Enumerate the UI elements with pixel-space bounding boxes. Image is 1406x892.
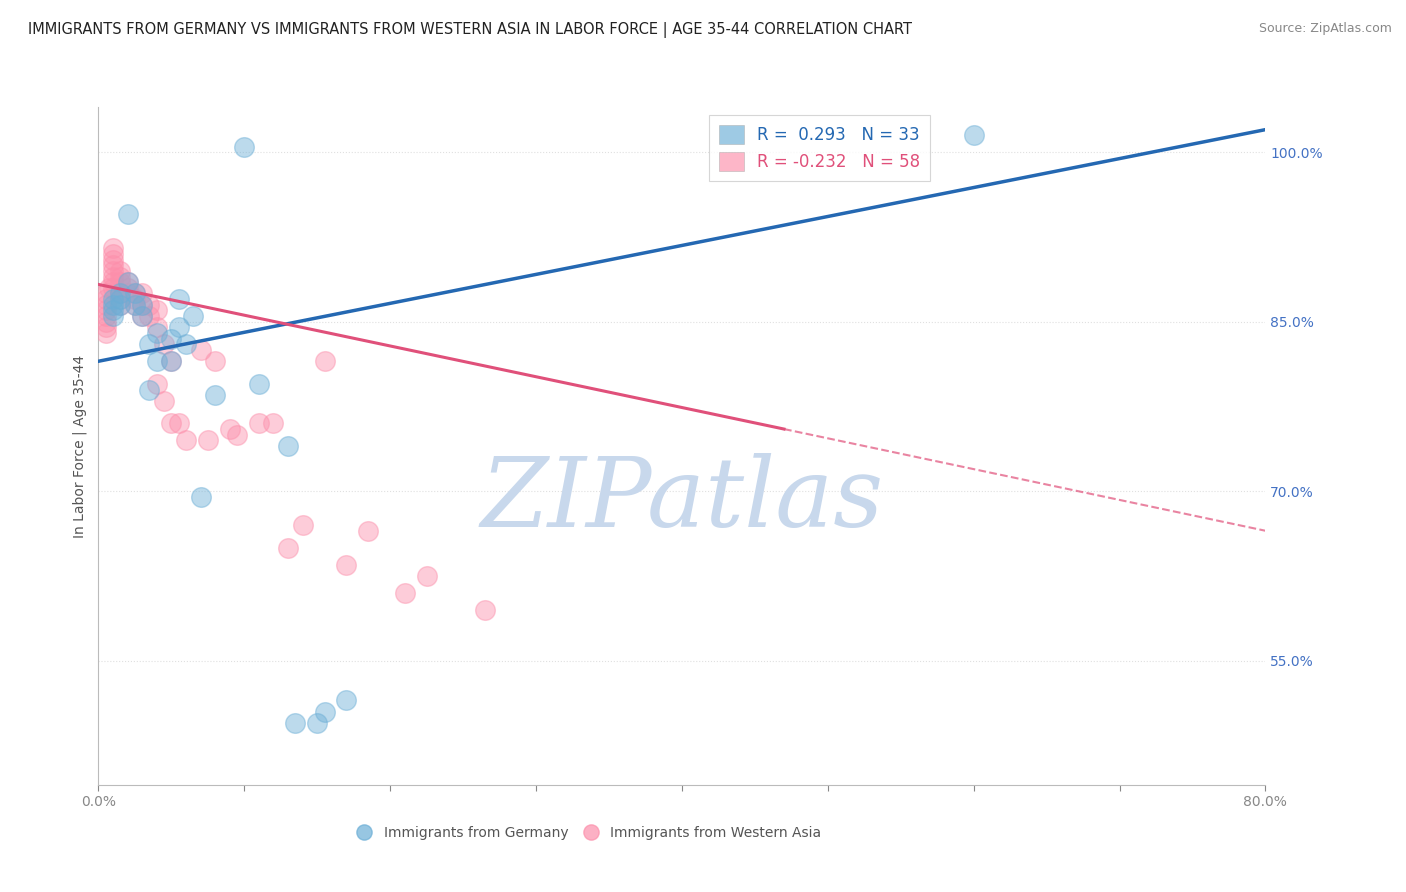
Point: [167, 292, 190, 306]
Point: [94, 286, 117, 301]
Point: [204, 388, 226, 402]
Point: [97, 281, 120, 295]
Point: [131, 298, 153, 312]
Point: [247, 376, 270, 391]
Point: [335, 693, 357, 707]
Point: [110, 286, 132, 301]
Point: [160, 417, 183, 431]
Point: [94, 303, 117, 318]
Point: [124, 286, 146, 301]
Point: [94, 292, 117, 306]
Point: [226, 427, 249, 442]
Point: [291, 518, 314, 533]
Point: [94, 298, 117, 312]
Point: [174, 434, 197, 448]
Point: [124, 286, 146, 301]
Point: [101, 264, 124, 278]
Point: [415, 569, 437, 583]
Point: [101, 252, 124, 267]
Point: [101, 247, 124, 261]
Point: [124, 292, 146, 306]
Point: [190, 343, 212, 357]
Point: [110, 264, 132, 278]
Point: [124, 298, 146, 312]
Point: [131, 286, 153, 301]
Point: [110, 292, 132, 306]
Point: [131, 309, 153, 323]
Point: [277, 439, 299, 453]
Point: [357, 524, 380, 538]
Point: [277, 541, 299, 555]
Point: [101, 303, 124, 318]
Point: [160, 332, 183, 346]
Point: [138, 309, 160, 323]
Point: [197, 434, 219, 448]
Point: [101, 275, 124, 289]
Point: [146, 303, 169, 318]
Point: [146, 376, 169, 391]
Point: [101, 241, 124, 255]
Point: [101, 258, 124, 272]
Text: Source: ZipAtlas.com: Source: ZipAtlas.com: [1258, 22, 1392, 36]
Point: [101, 298, 124, 312]
Point: [117, 281, 139, 295]
Point: [314, 354, 336, 368]
Point: [218, 422, 240, 436]
Point: [131, 298, 153, 312]
Point: [101, 309, 124, 323]
Point: [153, 393, 176, 408]
Point: [160, 354, 183, 368]
Point: [138, 337, 160, 351]
Legend: Immigrants from Germany, Immigrants from Western Asia: Immigrants from Germany, Immigrants from…: [350, 821, 827, 846]
Point: [146, 326, 169, 340]
Point: [284, 715, 307, 730]
Point: [314, 705, 336, 719]
Point: [160, 354, 183, 368]
Point: [167, 320, 190, 334]
Point: [117, 275, 139, 289]
Point: [110, 286, 132, 301]
Point: [110, 275, 132, 289]
Point: [117, 286, 139, 301]
Point: [101, 269, 124, 284]
Point: [101, 292, 124, 306]
Point: [101, 281, 124, 295]
Point: [94, 320, 117, 334]
Point: [181, 309, 204, 323]
Text: IMMIGRANTS FROM GERMANY VS IMMIGRANTS FROM WESTERN ASIA IN LABOR FORCE | AGE 35-: IMMIGRANTS FROM GERMANY VS IMMIGRANTS FR…: [28, 22, 912, 38]
Point: [262, 417, 284, 431]
Point: [117, 275, 139, 289]
Point: [117, 207, 139, 221]
Point: [335, 558, 357, 572]
Point: [233, 139, 256, 153]
Point: [204, 354, 226, 368]
Point: [190, 490, 212, 504]
Point: [247, 417, 270, 431]
Point: [94, 326, 117, 340]
Point: [138, 383, 160, 397]
Point: [146, 354, 169, 368]
Point: [110, 292, 132, 306]
Point: [167, 417, 190, 431]
Point: [94, 315, 117, 329]
Point: [124, 298, 146, 312]
Text: ZIPatlas: ZIPatlas: [481, 453, 883, 547]
Y-axis label: In Labor Force | Age 35-44: In Labor Force | Age 35-44: [73, 354, 87, 538]
Point: [94, 309, 117, 323]
Point: [138, 298, 160, 312]
Point: [962, 128, 984, 143]
Point: [153, 337, 176, 351]
Point: [146, 320, 169, 334]
Point: [307, 715, 329, 730]
Point: [110, 269, 132, 284]
Point: [110, 298, 132, 312]
Point: [174, 337, 197, 351]
Point: [474, 603, 496, 617]
Point: [110, 298, 132, 312]
Point: [131, 309, 153, 323]
Point: [394, 586, 416, 600]
